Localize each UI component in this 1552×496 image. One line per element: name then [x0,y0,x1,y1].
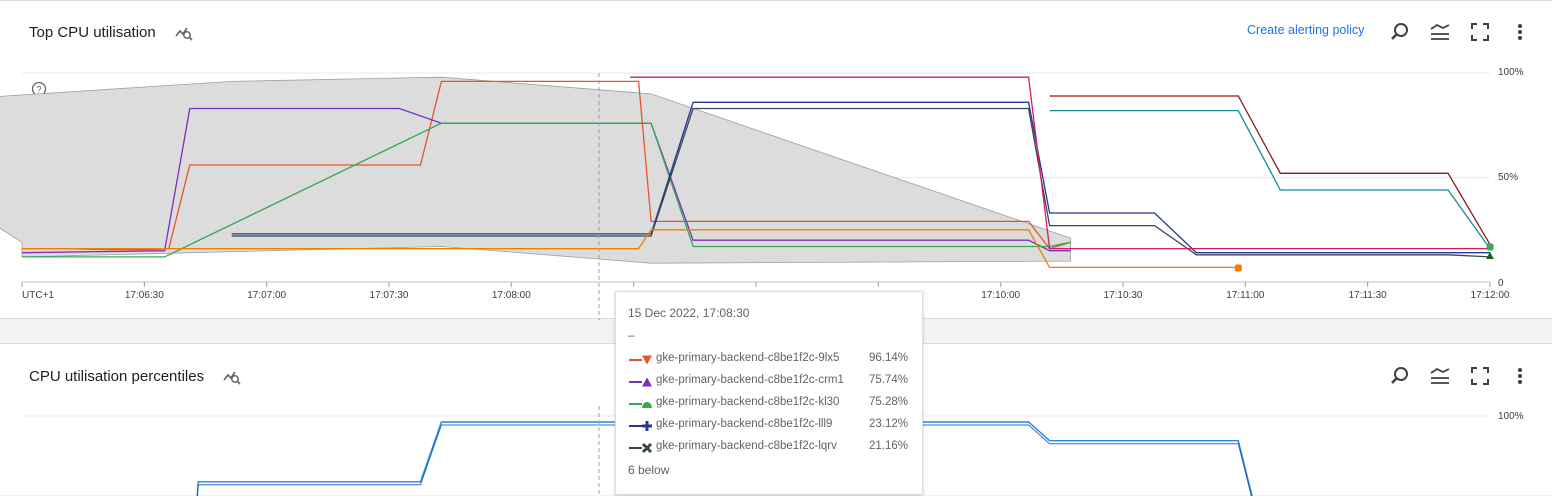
series-marker-icon [629,442,653,454]
series-line-0 [22,80,1071,251]
series-line-6 [1049,95,1491,245]
x-tick-label: 17:11:00 [1226,290,1265,301]
tooltip-row: gke-primary-backend-c8be1f2c-lll9 23.12% [628,418,918,434]
series-line-5 [630,76,1490,250]
series-marker-icon [629,377,652,387]
zoom-icon[interactable] [1388,364,1412,388]
top-cpu-card: Top CPU utilisation Create alerting poli… [0,0,1552,320]
y-tick-label: 0 [1498,278,1504,289]
svg-text:?: ? [36,85,41,96]
x-tick-label: UTC+1 [22,290,54,301]
x-tick-label: 17:11:30 [1348,290,1387,301]
explore-chart-icon[interactable] [222,367,242,387]
series-end-marker [1234,264,1242,272]
series-line-8 [22,229,1239,269]
tooltip-series-name: gke-primary-backend-c8be1f2c-crm1 [656,374,844,386]
tooltip-series-value: 21.16% [868,440,908,452]
tooltip-row: gke-primary-backend-c8be1f2c-crm1 75.74% [628,374,918,390]
tooltip-series-name: gke-primary-backend-c8be1f2c-9lx5 [656,352,840,364]
x-tick-label: 17:10:00 [981,290,1021,301]
tooltip-dash: – [628,328,635,342]
series-line-3 [231,101,1490,254]
tooltip-series-value: 96.14% [868,352,908,364]
tooltip-series-name: gke-primary-backend-c8be1f2c-kl30 [656,396,840,408]
tooltip-below-count: 6 below [628,463,670,477]
more-vert-icon[interactable] [1508,364,1532,388]
hover-tooltip: 15 Dec 2022, 17:08:30 – gke-primary-back… [615,291,923,495]
fullscreen-icon[interactable] [1468,364,1492,388]
x-tick-label: 17:07:30 [369,290,409,301]
tooltip-row: gke-primary-backend-c8be1f2c-kl30 75.28% [628,396,918,412]
series-marker-icon [629,355,652,365]
series-marker-icon [629,421,652,431]
tooltip-series-value: 75.28% [868,396,908,408]
x-tick-label: 17:12:00 [1470,290,1510,301]
fullscreen-icon[interactable] [1468,20,1492,44]
tooltip-date: 15 Dec 2022, 17:08:30 [628,306,750,320]
series-marker-icon [629,402,652,408]
x-tick-label: 17:06:30 [124,290,164,301]
legend-icon[interactable] [1428,364,1452,388]
tooltip-row: gke-primary-backend-c8be1f2c-9lx5 96.14% [628,352,918,368]
zoom-icon[interactable] [1388,20,1412,44]
series-line-7 [1049,109,1491,249]
tooltip-row: gke-primary-backend-c8be1f2c-lqrv 21.16% [628,440,918,456]
y-tick-label: 100% [1498,411,1524,422]
chart-title: Top CPU utilisation [29,24,156,41]
x-tick-label: 17:10:30 [1103,290,1143,301]
explore-chart-icon[interactable] [174,23,194,43]
y-tick-label: 100% [1498,67,1524,78]
x-tick-label: 17:08:00 [491,290,531,301]
chart-title: CPU utilisation percentiles [29,368,205,385]
series-line-4 [231,107,1491,258]
series-end-marker [1486,243,1494,251]
y-tick-label: 50% [1498,172,1519,183]
more-vert-icon[interactable] [1508,20,1532,44]
range-band [0,76,1071,264]
create-alerting-policy-link[interactable]: Create alerting policy [1247,23,1365,37]
tooltip-series-value: 23.12% [868,418,908,430]
top-cpu-chart[interactable] [0,1,1552,320]
tooltip-series-name: gke-primary-backend-c8be1f2c-lqrv [656,440,837,452]
series-end-marker [1486,252,1494,259]
tooltip-series-name: gke-primary-backend-c8be1f2c-lll9 [656,418,833,430]
legend-icon[interactable] [1428,20,1452,44]
x-tick-label: 17:07:00 [247,290,287,301]
tooltip-series-value: 75.74% [868,374,908,386]
